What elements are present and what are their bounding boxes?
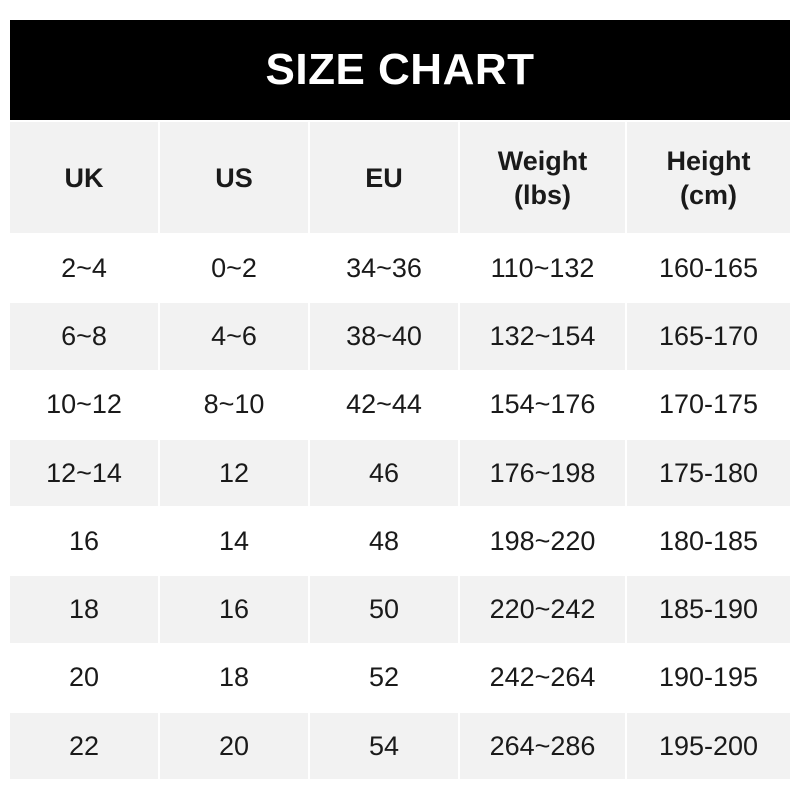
- cell-height: 160-165: [627, 235, 790, 302]
- cell-us: 8~10: [160, 371, 308, 438]
- cell-uk: 16: [10, 508, 158, 575]
- cell-eu: 48: [310, 508, 458, 575]
- cell-height: 195-200: [627, 713, 790, 780]
- cell-us: 18: [160, 644, 308, 712]
- cell-height: 170-175: [627, 371, 790, 438]
- cell-uk: 10~12: [10, 371, 158, 438]
- cell-weight: 220~242: [460, 576, 625, 643]
- cell-us: 4~6: [160, 303, 308, 370]
- cell-eu: 54: [310, 713, 458, 780]
- cell-us: 20: [160, 713, 308, 780]
- cell-eu: 42~44: [310, 371, 458, 438]
- cell-weight: 198~220: [460, 508, 625, 575]
- cell-weight: 154~176: [460, 371, 625, 438]
- cell-weight: 110~132: [460, 235, 625, 302]
- cell-uk: 6~8: [10, 303, 158, 370]
- header-height: Height (cm): [627, 122, 790, 233]
- size-chart-title: SIZE CHART: [10, 20, 790, 120]
- header-eu: EU: [310, 122, 458, 233]
- cell-weight: 176~198: [460, 439, 625, 507]
- cell-height: 185-190: [627, 576, 790, 643]
- cell-weight: 132~154: [460, 303, 625, 370]
- header-weight: Weight (lbs): [460, 122, 625, 233]
- header-uk: UK: [10, 122, 158, 233]
- cell-weight: 242~264: [460, 644, 625, 712]
- cell-eu: 34~36: [310, 235, 458, 302]
- cell-us: 16: [160, 576, 308, 643]
- cell-us: 0~2: [160, 235, 308, 302]
- cell-height: 165-170: [627, 303, 790, 370]
- cell-weight: 264~286: [460, 713, 625, 780]
- cell-eu: 38~40: [310, 303, 458, 370]
- cell-height: 175-180: [627, 439, 790, 507]
- cell-eu: 46: [310, 439, 458, 507]
- cell-height: 190-195: [627, 644, 790, 712]
- cell-eu: 50: [310, 576, 458, 643]
- cell-us: 12: [160, 439, 308, 507]
- cell-us: 14: [160, 508, 308, 575]
- cell-uk: 20: [10, 644, 158, 712]
- cell-eu: 52: [310, 644, 458, 712]
- cell-uk: 2~4: [10, 235, 158, 302]
- cell-uk: 18: [10, 576, 158, 643]
- size-table: UK US EU Weight (lbs) Height (cm) 2~4 0~2 34~36…: [10, 122, 790, 780]
- cell-uk: 12~14: [10, 439, 158, 507]
- cell-height: 180-185: [627, 508, 790, 575]
- cell-uk: 22: [10, 713, 158, 780]
- header-us: US: [160, 122, 308, 233]
